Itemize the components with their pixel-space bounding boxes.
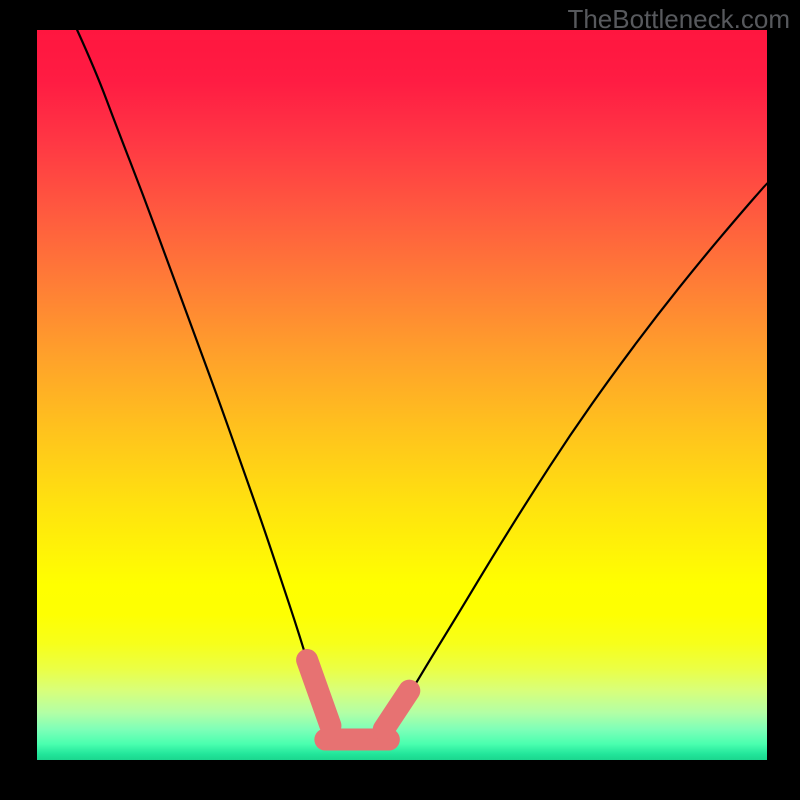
chart-stage: TheBottleneck.com	[0, 0, 800, 800]
watermark-text: TheBottleneck.com	[567, 4, 790, 35]
gradient-background	[37, 30, 767, 760]
bottleneck-chart	[37, 30, 767, 760]
